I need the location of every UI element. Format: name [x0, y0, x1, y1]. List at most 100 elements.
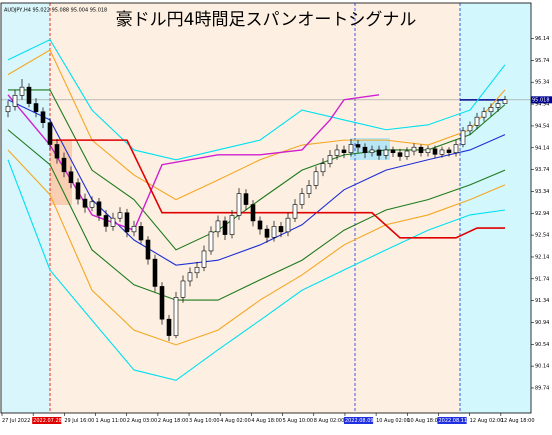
- candle-body: [446, 149, 452, 153]
- candle-body: [334, 149, 340, 156]
- y-tick-label: 91.74: [535, 276, 549, 282]
- y-tick-label: 94.54: [535, 123, 549, 129]
- candle-body: [327, 155, 333, 164]
- candle-body: [495, 103, 501, 108]
- candle-body: [117, 212, 123, 219]
- y-tick-label: 90.54: [535, 342, 549, 348]
- candle-body: [236, 193, 242, 216]
- x-tick-label: 8 Aug 02:00: [314, 418, 345, 424]
- candle-body: [418, 146, 424, 153]
- candle-body: [152, 258, 158, 287]
- candle-body: [439, 149, 445, 155]
- y-tick-label: 93.34: [535, 189, 549, 195]
- candle-body: [502, 99, 508, 104]
- candle-body: [299, 193, 305, 205]
- candle-body: [460, 130, 466, 145]
- candle-body: [355, 144, 361, 148]
- x-tick-label: 27 Jul 2022: [2, 418, 30, 424]
- candle-body: [201, 250, 207, 268]
- indicator-line: [7, 38, 506, 161]
- candle-body: [362, 146, 368, 153]
- candle-body: [82, 198, 88, 208]
- candle-body: [243, 193, 249, 205]
- candle-body: [187, 272, 193, 282]
- y-tick-label: 92.94: [535, 211, 549, 217]
- indicator-line: [50, 139, 505, 239]
- candle-body: [215, 220, 221, 233]
- indicator-line: [7, 149, 506, 346]
- candle-body: [75, 182, 81, 200]
- x-tick-label: 4 Aug 02:00: [220, 418, 251, 424]
- indicator-line: [7, 129, 506, 301]
- candle-body: [222, 220, 228, 235]
- y-tick-label: 91.34: [535, 298, 549, 304]
- x-tick-label: 2 Aug 18:00: [158, 418, 189, 424]
- x-tick-label: 5 Aug 10:00: [283, 418, 314, 424]
- x-tick-label: 2022.08.11 21:00: [438, 418, 483, 424]
- candle-body: [180, 280, 186, 298]
- price-tag-label: 95.018: [532, 97, 550, 103]
- x-tick-label: 29 Jul 16:00: [64, 418, 94, 424]
- candle-body: [453, 144, 459, 153]
- y-tick-label: 89.74: [535, 385, 549, 391]
- x-tick-label: 4 Aug 18:00: [251, 418, 282, 424]
- candle-body: [425, 148, 431, 153]
- candle-body: [124, 212, 130, 233]
- candle-body: [12, 95, 18, 107]
- candle-body: [488, 107, 494, 113]
- candle-body: [306, 185, 312, 194]
- chart-title: 豪ドル円4時間足スパンオートシグナル: [116, 9, 417, 30]
- y-tick-label: 95.34: [535, 80, 549, 86]
- candle-body: [173, 297, 179, 336]
- candle-body: [68, 171, 74, 184]
- y-tick-label: 90.14: [535, 364, 549, 370]
- candle-body: [26, 86, 32, 104]
- x-tick-label: 1 Aug 11:00: [96, 418, 127, 424]
- y-tick-label: 96.14: [535, 36, 549, 42]
- x-tick-label: 10 Aug 02:00: [376, 418, 410, 424]
- y-tick-label: 92.54: [535, 233, 549, 239]
- symbol-info: AUDJPY,H4 95.022 95.088 95.004 95.018: [4, 8, 107, 14]
- range-box: [350, 138, 390, 160]
- x-label-highlight: [437, 417, 467, 424]
- y-tick-label: 92.14: [535, 254, 549, 260]
- candle-body: [383, 149, 389, 156]
- candle-body: [432, 148, 438, 155]
- candle-body: [131, 226, 137, 233]
- candle-body: [285, 217, 291, 233]
- candle-body: [467, 125, 473, 132]
- candle-body: [481, 111, 487, 118]
- candle-body: [103, 215, 109, 227]
- candle-body: [208, 231, 214, 252]
- x-tick-label: 12 Aug 18:00: [501, 418, 535, 424]
- y-tick-label: 94.94: [535, 102, 549, 108]
- x-tick-label: 10 Aug 18:00: [407, 418, 441, 424]
- y-tick-label: 95.74: [535, 58, 549, 64]
- candle-body: [47, 122, 53, 145]
- candle-body: [250, 204, 256, 222]
- candle-body: [411, 146, 417, 152]
- candle-body: [292, 204, 298, 219]
- x-tick-label: 12 Aug 02:00: [470, 418, 504, 424]
- candle-body: [320, 163, 326, 173]
- candle-body: [5, 105, 11, 113]
- candle-body: [19, 86, 25, 96]
- x-label-highlight: [343, 417, 374, 424]
- candle-body: [341, 149, 347, 153]
- candle-body: [257, 220, 263, 230]
- y-tick-label: 94.14: [535, 145, 549, 151]
- x-label-highlight: [32, 417, 62, 424]
- x-tick-label: 2 Aug 03:00: [127, 418, 158, 424]
- y-tick-label: 90.94: [535, 320, 549, 326]
- candle-body: [397, 152, 403, 157]
- x-tick-label: 3 Aug 10:00: [189, 418, 220, 424]
- candle-body: [40, 111, 46, 123]
- candle-body: [376, 149, 382, 156]
- candle-body: [89, 201, 95, 208]
- plot-frame: [0, 2, 532, 414]
- candle-body: [166, 318, 172, 336]
- zone-left: [1, 3, 50, 413]
- candle-body: [390, 149, 396, 153]
- candle-body: [33, 103, 39, 113]
